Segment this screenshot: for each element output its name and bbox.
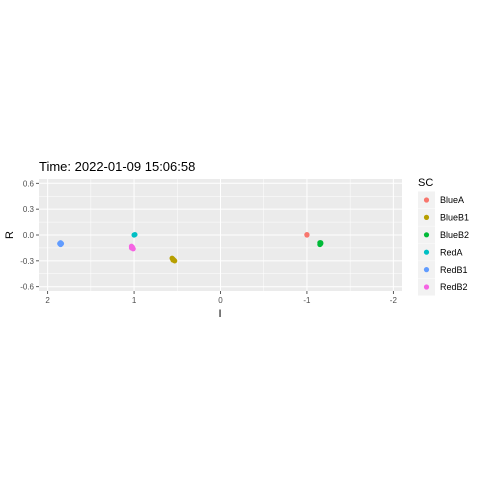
y-axis-title: R <box>4 231 16 239</box>
y-tick-label: 0.0 <box>23 231 35 240</box>
x-axis-title: I <box>218 308 221 320</box>
x-axis: 2 1 0 -1 -2 <box>45 291 397 305</box>
legend-label-reda: RedA <box>440 247 463 257</box>
legend-key-blueb1 <box>423 214 430 220</box>
x-tick-label: 1 <box>132 296 137 305</box>
legend-title: SC <box>418 177 433 189</box>
data-point-bluea <box>304 231 310 238</box>
legend-key-reda <box>423 249 430 255</box>
y-tick-label: -0.6 <box>20 283 34 292</box>
chart-title: Time: 2022-01-09 15:06:58 <box>39 159 195 174</box>
data-point-redb2 <box>129 245 135 251</box>
legend-key-redb1 <box>423 267 430 273</box>
x-tick-label: 2 <box>45 296 50 305</box>
data-points <box>57 231 324 264</box>
legend-label-redb2: RedB2 <box>440 282 468 292</box>
data-point-blueb2 <box>318 240 324 246</box>
legend-label-blueb1: BlueB1 <box>440 213 469 223</box>
legend-label-blueb2: BlueB2 <box>440 230 469 240</box>
data-point-redb1 <box>58 241 64 248</box>
legend-label-redb1: RedB1 <box>440 265 468 275</box>
y-tick-label: -0.3 <box>20 257 34 266</box>
legend-key-blueb2 <box>423 232 430 238</box>
x-tick-label: -2 <box>390 296 398 305</box>
data-point-reda <box>132 231 138 238</box>
y-tick-label: 0.3 <box>23 205 35 214</box>
data-point-blueb1 <box>170 257 176 263</box>
legend-key-redb2 <box>423 284 430 290</box>
y-tick-label: 0.6 <box>23 179 35 188</box>
x-tick-label: 0 <box>218 296 223 305</box>
legend-key-bluea <box>423 197 430 203</box>
x-tick-label: -1 <box>303 296 311 305</box>
legend-label-bluea: BlueA <box>440 195 464 205</box>
y-axis: 0.6 0.3 0.0 -0.3 -0.6 <box>20 179 39 292</box>
legend: BlueA BlueB1 BlueB2 RedA RedB1 RedB2 <box>418 191 469 296</box>
